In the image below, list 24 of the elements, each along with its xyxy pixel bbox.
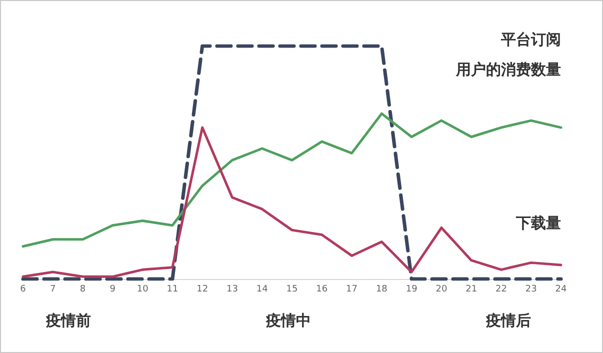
text: 疫情前 [45,312,91,330]
x-tick-label: 24 [555,284,567,294]
x-tick-label: 17 [346,284,358,294]
text: 疫情中 [265,312,311,330]
x-tick-label: 21 [466,284,478,294]
x-tick-label: 6 [20,284,26,294]
text: 平台订阅用户的消费数量 [455,30,561,79]
x-tick-label: 12 [196,284,208,294]
x-tick-label: 8 [80,284,86,294]
x-tick-label: 9 [110,284,116,294]
x-tick-label: 13 [226,284,238,294]
x-tick-label: 14 [256,284,268,294]
x-tick-label: 10 [136,284,149,294]
x-tick-label: 15 [286,284,298,294]
x-tick-label: 7 [50,284,56,294]
x-tick-label: 16 [316,284,328,294]
x-tick-label: 22 [495,284,507,294]
x-tick-label: 23 [525,284,537,294]
text: 疫情后 [485,312,531,330]
x-tick-label: 19 [406,284,418,294]
text: 下载量 [515,214,561,232]
x-tick-label: 20 [436,284,448,294]
x-tick-label: 18 [376,284,388,294]
x-tick-label: 11 [166,284,178,294]
